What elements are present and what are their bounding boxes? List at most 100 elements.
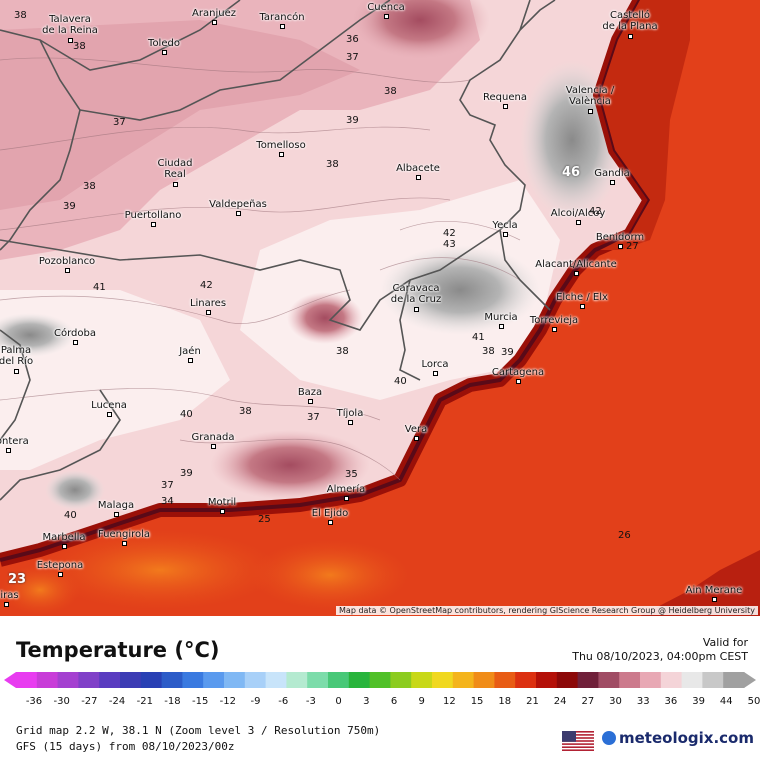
city-label[interactable]: Córdoba: [54, 328, 96, 339]
city-label[interactable]: Alacant/Alicante: [535, 259, 617, 270]
scale-tick-label: 6: [390, 696, 398, 707]
isotherm-label: 38: [336, 346, 349, 357]
city-label[interactable]: Malaga: [97, 500, 135, 511]
city-label[interactable]: Pozoblanco: [38, 256, 96, 267]
isotherm-label: 41: [93, 282, 106, 293]
scale-swatch: [598, 672, 620, 688]
city-label[interactable]: Estepona: [36, 560, 84, 571]
city-marker: [628, 34, 633, 39]
scale-tick-label: -24: [108, 696, 126, 707]
city-label[interactable]: Montera: [0, 436, 29, 447]
scale-tick-label: 9: [418, 696, 425, 707]
scale-tick-label: -21: [136, 696, 153, 707]
city-marker: [610, 180, 615, 185]
scale-tick-label: 0: [335, 696, 342, 707]
city-label[interactable]: Aranjuez: [192, 8, 236, 19]
city-label[interactable]: Murcia: [484, 312, 518, 323]
isotherm-label: 40: [180, 409, 193, 420]
city-label[interactable]: Cartagena: [491, 367, 545, 378]
city-label[interactable]: Jaén: [179, 346, 201, 357]
city-label[interactable]: Granada: [191, 432, 235, 443]
city-label[interactable]: Palma del Río: [0, 345, 34, 367]
city-marker: [58, 572, 63, 577]
city-label[interactable]: Vera: [404, 424, 428, 435]
city-marker: [279, 152, 284, 157]
city-label[interactable]: Fuengirola: [97, 529, 151, 540]
city-marker: [4, 602, 9, 607]
scale-swatch: [328, 672, 350, 688]
city-label[interactable]: Cuenca: [367, 2, 405, 13]
city-label[interactable]: Caravaca de la Cruz: [390, 283, 442, 305]
scale-tick-label: 15: [470, 696, 484, 707]
city-label[interactable]: Elche / Elx: [556, 292, 608, 303]
city-label[interactable]: Baza: [297, 387, 323, 398]
city-marker: [516, 379, 521, 384]
city-label[interactable]: Puertollano: [124, 210, 182, 221]
scale-tick-label: 36: [664, 696, 678, 707]
city-label[interactable]: Marbella: [42, 532, 86, 543]
isotherm-label: 36: [346, 34, 359, 45]
scale-swatch: [723, 672, 745, 688]
city-marker: [503, 104, 508, 109]
africa-coast: [640, 550, 760, 616]
hot-patch-west: [45, 470, 105, 510]
scale-tick-label: 21: [526, 696, 539, 707]
isotherm-label: 27: [626, 241, 639, 252]
isotherm-label: 35: [345, 469, 358, 480]
us-flag-icon[interactable]: [562, 731, 594, 751]
city-label[interactable]: Valencia / València: [565, 85, 615, 107]
map-attribution[interactable]: Map data © OpenStreetMap contributors, r…: [336, 606, 758, 615]
city-marker: [576, 220, 581, 225]
city-label[interactable]: Valdepeñas: [209, 199, 267, 210]
scale-tick-label: 33: [636, 696, 650, 707]
city-label[interactable]: Castelló de la Plana: [602, 10, 658, 32]
city-label[interactable]: Motril: [207, 497, 237, 508]
city-label[interactable]: Yecla: [492, 220, 518, 231]
city-marker: [414, 436, 419, 441]
scale-tick-label: 50: [747, 696, 760, 707]
meteologix-logo[interactable]: meteologix.com: [602, 729, 754, 747]
city-label[interactable]: Requena: [483, 92, 527, 103]
map-canvas: [0, 0, 760, 616]
city-label[interactable]: Tomelloso: [256, 140, 306, 151]
city-label[interactable]: Ciudad Real: [157, 158, 193, 180]
city-label[interactable]: Gandia: [594, 168, 630, 179]
scale-swatch: [577, 672, 599, 688]
city-label[interactable]: Lucena: [91, 400, 127, 411]
scale-swatch: [120, 672, 142, 688]
city-label[interactable]: Tarancón: [259, 12, 305, 23]
city-marker: [348, 420, 353, 425]
city-label[interactable]: Alcoi/Alcoy: [550, 208, 606, 219]
scale-tick-label: 30: [609, 696, 622, 707]
city-label[interactable]: Talavera de la Reina: [42, 14, 98, 36]
city-label[interactable]: Torrevieja: [529, 315, 579, 326]
scale-swatch: [411, 672, 433, 688]
isotherm-label: 40: [394, 376, 407, 387]
scale-swatch: [203, 672, 225, 688]
city-label[interactable]: Tíjola: [336, 408, 364, 419]
scale-min-arrow: [4, 672, 16, 688]
city-label[interactable]: El Ejido: [311, 508, 349, 519]
scale-tick-label: -9: [250, 696, 261, 707]
admin-borders: [0, 0, 556, 501]
legend-panel: Temperature (°C) Valid for Thu 08/10/202…: [0, 616, 760, 760]
isotherm-label: 38: [83, 181, 96, 192]
city-label[interactable]: Albacete: [396, 163, 440, 174]
city-label[interactable]: Benidorm: [595, 232, 645, 243]
city-label[interactable]: Linares: [189, 298, 227, 309]
isotherm-label: 37: [161, 480, 174, 491]
isotherm-label: 38: [482, 346, 495, 357]
city-label[interactable]: Almería: [326, 484, 366, 495]
city-label[interactable]: Ciras: [0, 590, 19, 601]
city-marker: [414, 307, 419, 312]
city-label[interactable]: Lorca: [421, 359, 449, 370]
isotherm-label: 39: [63, 201, 76, 212]
isotherm-label: 38: [384, 86, 397, 97]
city-marker: [122, 541, 127, 546]
scale-swatch: [99, 672, 121, 688]
temperature-map[interactable]: Talavera de la Reina Aranjuez Tarancón Cuen…: [0, 0, 760, 616]
isotherm-label: 37: [113, 117, 126, 128]
city-label[interactable]: Toledo: [148, 38, 180, 49]
city-label[interactable]: Ain Merane: [685, 585, 743, 596]
scale-max-arrow: [744, 672, 756, 688]
